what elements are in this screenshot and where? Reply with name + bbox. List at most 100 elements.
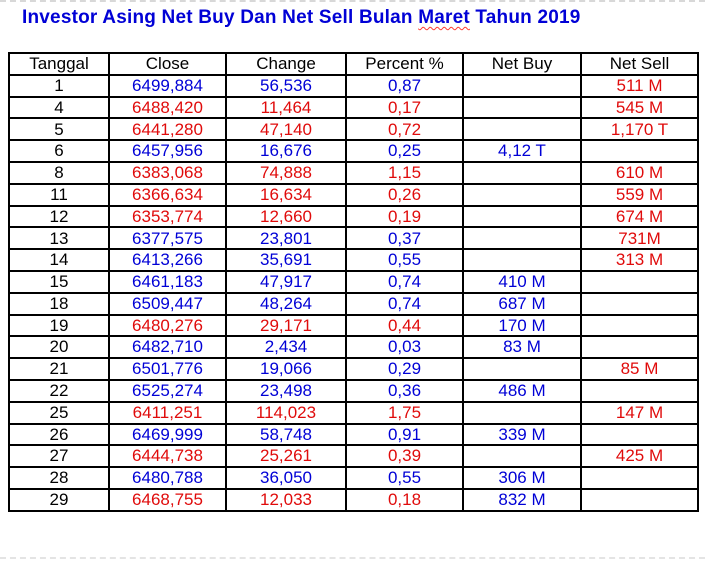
cell-change: 48,264 — [225, 291, 347, 316]
cell-percent: 0,26 — [345, 182, 464, 207]
cell-close: 6469,999 — [108, 422, 227, 447]
cell-net-sell: 147 M — [580, 400, 699, 425]
cell-net-buy — [462, 400, 582, 425]
cell-change: 19,066 — [225, 357, 347, 381]
cell-close: 6444,738 — [108, 444, 227, 469]
cell-tanggal: 15 — [8, 269, 110, 294]
cell-tanggal: 18 — [8, 291, 110, 316]
cell-net-sell — [580, 291, 699, 316]
cell-tanggal: 22 — [8, 378, 110, 403]
cell-percent: 0,39 — [345, 444, 464, 469]
cell-close: 6411,251 — [108, 400, 227, 425]
cell-tanggal: 4 — [8, 95, 110, 120]
cell-net-buy: 83 M — [462, 335, 582, 360]
cell-tanggal: 13 — [8, 226, 110, 251]
cell-net-sell — [580, 487, 699, 512]
cell-tanggal: 27 — [8, 444, 110, 469]
cell-net-sell — [580, 313, 699, 338]
cell-net-sell — [580, 139, 699, 163]
cell-net-sell — [580, 269, 699, 294]
cell-change: 25,261 — [225, 444, 347, 469]
cell-close: 6413,266 — [108, 248, 227, 272]
cell-close: 6480,276 — [108, 313, 227, 338]
cell-net-sell: 610 M — [580, 160, 699, 185]
table-row: 12 6353,774 12,660 0,19 674 M — [8, 204, 699, 229]
cell-net-sell: 731M — [580, 226, 699, 251]
table-row: 8 6383,068 74,888 1,15 610 M — [8, 160, 699, 185]
table-row: 19 6480,276 29,171 0,44 170 M — [8, 313, 699, 338]
cell-close: 6441,280 — [108, 117, 227, 142]
column-header-change: Change — [225, 52, 347, 76]
cell-tanggal: 1 — [8, 73, 110, 98]
cell-percent: 1,75 — [345, 400, 464, 425]
table-row: 22 6525,274 23,498 0,36 486 M — [8, 378, 699, 403]
page-title-misspelled-word: Maret — [418, 7, 470, 28]
cell-close: 6499,884 — [108, 73, 227, 98]
cell-tanggal: 19 — [8, 313, 110, 338]
cell-net-buy — [462, 357, 582, 381]
cell-change: 36,050 — [225, 466, 347, 490]
cell-net-buy — [462, 160, 582, 185]
cell-percent: 0,29 — [345, 357, 464, 381]
cell-tanggal: 29 — [8, 487, 110, 512]
cell-percent: 0,25 — [345, 139, 464, 163]
cell-net-buy: 486 M — [462, 378, 582, 403]
cell-percent: 0,03 — [345, 335, 464, 360]
cell-tanggal: 21 — [8, 357, 110, 381]
cell-net-sell: 545 M — [580, 95, 699, 120]
cell-change: 47,917 — [225, 269, 347, 294]
cell-net-sell — [580, 378, 699, 403]
cell-close: 6482,710 — [108, 335, 227, 360]
table-row: 1 6499,884 56,536 0,87 511 M — [8, 73, 699, 98]
page-title-text: Tahun 2019 — [469, 7, 581, 28]
cell-net-buy: 339 M — [462, 422, 582, 447]
cell-change: 58,748 — [225, 422, 347, 447]
cell-close: 6480,788 — [108, 466, 227, 490]
cell-tanggal: 8 — [8, 160, 110, 185]
cell-net-buy — [462, 95, 582, 120]
cell-net-buy — [462, 182, 582, 207]
table-row: 29 6468,755 12,033 0,18 832 M — [8, 487, 699, 512]
table-row: 11 6366,634 16,634 0,26 559 M — [8, 182, 699, 207]
column-header-net-buy: Net Buy — [462, 52, 582, 76]
cell-percent: 0,44 — [345, 313, 464, 338]
cell-close: 6366,634 — [108, 182, 227, 207]
cell-percent: 0,74 — [345, 269, 464, 294]
cell-net-buy — [462, 248, 582, 272]
table-row: 27 6444,738 25,261 0,39 425 M — [8, 444, 699, 469]
cell-net-buy: 687 M — [462, 291, 582, 316]
cell-change: 23,801 — [225, 226, 347, 251]
cell-net-sell: 313 M — [580, 248, 699, 272]
cell-close: 6488,420 — [108, 95, 227, 120]
page-title: Investor Asing Net Buy Dan Net Sell Bula… — [22, 7, 581, 29]
cell-net-sell: 674 M — [580, 204, 699, 229]
cell-change: 74,888 — [225, 160, 347, 185]
cell-change: 47,140 — [225, 117, 347, 142]
cell-net-buy: 4,12 T — [462, 139, 582, 163]
cell-percent: 0,17 — [345, 95, 464, 120]
cell-percent: 0,19 — [345, 204, 464, 229]
column-header-close: Close — [108, 52, 227, 76]
table-row: 5 6441,280 47,140 0,72 1,170 T — [8, 117, 699, 142]
cell-net-buy — [462, 117, 582, 142]
table-row: 4 6488,420 11,464 0,17 545 M — [8, 95, 699, 120]
cell-tanggal: 25 — [8, 400, 110, 425]
table-row: 25 6411,251 114,023 1,75 147 M — [8, 400, 699, 425]
table-row: 18 6509,447 48,264 0,74 687 M — [8, 291, 699, 316]
crop-artifact-line — [0, 557, 705, 559]
cell-change: 114,023 — [225, 400, 347, 425]
cell-change: 16,676 — [225, 139, 347, 163]
cell-tanggal: 20 — [8, 335, 110, 360]
table-row: 15 6461,183 47,917 0,74 410 M — [8, 269, 699, 294]
cell-net-sell: 511 M — [580, 73, 699, 98]
cell-percent: 0,55 — [345, 466, 464, 490]
cell-close: 6461,183 — [108, 269, 227, 294]
cell-net-sell: 425 M — [580, 444, 699, 469]
cell-change: 11,464 — [225, 95, 347, 120]
cell-net-buy: 410 M — [462, 269, 582, 294]
cell-percent: 0,74 — [345, 291, 464, 316]
cell-close: 6377,575 — [108, 226, 227, 251]
cell-percent: 1,15 — [345, 160, 464, 185]
table-row: 26 6469,999 58,748 0,91 339 M — [8, 422, 699, 447]
